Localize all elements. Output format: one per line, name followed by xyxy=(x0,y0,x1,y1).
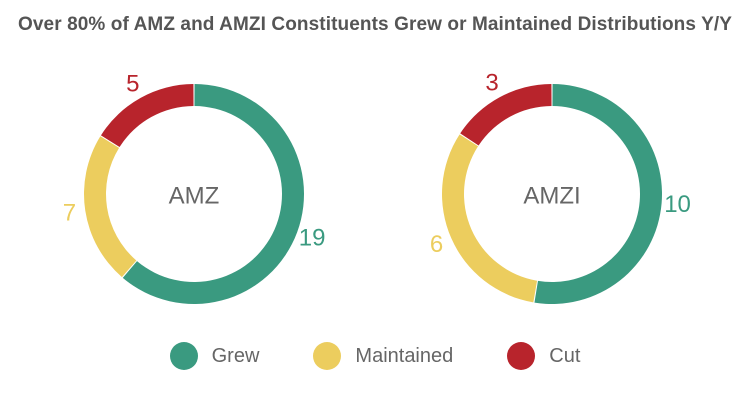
legend-swatch-grew xyxy=(169,342,198,370)
data-label-amz-grew: 19 xyxy=(299,224,326,251)
slice-amz-maintained xyxy=(83,136,137,278)
legend-label-maintained: Maintained xyxy=(355,344,454,367)
data-label-amz-maintained: 7 xyxy=(63,200,76,227)
center-label-amzi: AMZI xyxy=(523,183,580,210)
data-label-amz-cut: 5 xyxy=(126,70,139,97)
chart-title: Over 80% of AMZ and AMZI Constituents Gr… xyxy=(18,14,732,35)
legend-label-grew: Grew xyxy=(211,344,260,367)
data-label-amzi-cut: 3 xyxy=(485,70,498,97)
slice-amzi-maintained xyxy=(442,134,538,303)
center-label-amz: AMZ xyxy=(169,183,220,210)
legend-item-cut: Cut xyxy=(507,342,580,370)
legend: Grew Maintained Cut xyxy=(0,342,750,370)
slice-amz-cut xyxy=(100,84,194,148)
data-label-amzi-grew: 10 xyxy=(664,191,691,218)
slice-amz-grew xyxy=(122,84,305,304)
legend-swatch-maintained xyxy=(313,342,342,370)
legend-item-grew: Grew xyxy=(169,342,260,370)
legend-item-maintained: Maintained xyxy=(313,342,453,370)
slice-amzi-grew xyxy=(534,84,662,304)
slice-amzi-cut xyxy=(460,84,552,146)
legend-swatch-cut xyxy=(507,342,536,370)
legend-label-cut: Cut xyxy=(549,344,581,367)
data-label-amzi-maintained: 6 xyxy=(430,231,443,258)
